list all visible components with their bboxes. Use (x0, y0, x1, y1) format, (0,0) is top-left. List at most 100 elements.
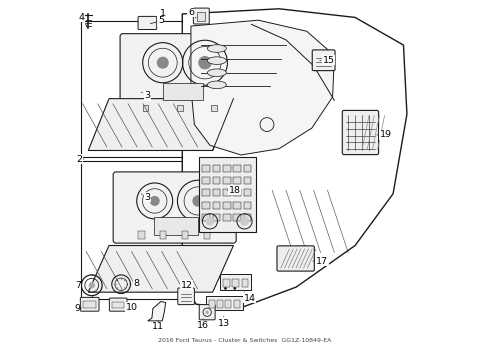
Bar (244, 202, 251, 209)
Polygon shape (88, 99, 233, 150)
Bar (212, 189, 220, 196)
Bar (212, 165, 220, 172)
Circle shape (224, 287, 226, 290)
Bar (81, 21, 245, 157)
Bar (232, 279, 239, 287)
Bar (244, 189, 251, 196)
Bar (211, 104, 216, 111)
Polygon shape (182, 9, 406, 308)
Ellipse shape (207, 45, 226, 52)
Bar (182, 231, 188, 239)
Circle shape (233, 287, 236, 290)
Circle shape (205, 310, 208, 314)
Text: 13: 13 (217, 316, 229, 328)
Text: 8: 8 (130, 279, 139, 288)
Bar (212, 215, 220, 221)
Bar (233, 301, 239, 309)
Bar (223, 189, 230, 196)
Bar (199, 157, 255, 232)
Bar (233, 202, 241, 209)
FancyBboxPatch shape (342, 111, 378, 155)
Bar (223, 279, 229, 287)
Bar (138, 231, 144, 239)
Circle shape (157, 57, 168, 69)
Text: 6: 6 (187, 8, 196, 18)
Bar (202, 189, 209, 196)
Text: 7: 7 (75, 281, 81, 290)
Bar (244, 215, 251, 221)
FancyBboxPatch shape (113, 172, 236, 243)
FancyBboxPatch shape (120, 34, 239, 108)
Bar (202, 165, 209, 172)
Bar (202, 177, 209, 184)
FancyBboxPatch shape (178, 288, 194, 305)
FancyBboxPatch shape (312, 50, 334, 71)
FancyBboxPatch shape (276, 246, 314, 271)
Text: 16: 16 (197, 319, 208, 330)
Ellipse shape (207, 69, 226, 77)
Bar (163, 83, 202, 100)
Bar (153, 217, 198, 235)
Bar (203, 231, 210, 239)
FancyBboxPatch shape (193, 8, 209, 24)
Circle shape (240, 217, 248, 225)
FancyBboxPatch shape (199, 305, 215, 320)
Bar (223, 202, 230, 209)
Circle shape (149, 196, 160, 206)
Bar (206, 296, 242, 310)
Circle shape (198, 56, 211, 69)
Bar (212, 202, 220, 209)
Text: 9: 9 (74, 304, 81, 313)
Text: 17: 17 (312, 257, 327, 266)
Bar (196, 12, 205, 21)
FancyBboxPatch shape (109, 298, 127, 311)
Bar (220, 274, 251, 290)
Bar (223, 165, 230, 172)
Text: 3: 3 (141, 91, 150, 100)
Bar (112, 302, 123, 309)
Bar (233, 189, 241, 196)
Ellipse shape (207, 81, 226, 89)
Bar (142, 104, 148, 111)
Text: 2016 Ford Taurus - Cluster & Switches  GG1Z-10849-EA: 2016 Ford Taurus - Cluster & Switches GG… (158, 338, 330, 343)
Circle shape (192, 195, 203, 207)
Bar (212, 177, 220, 184)
Polygon shape (147, 302, 165, 321)
Polygon shape (190, 20, 334, 155)
FancyBboxPatch shape (80, 297, 99, 311)
Ellipse shape (207, 57, 226, 64)
Circle shape (205, 217, 214, 225)
Bar (225, 301, 231, 309)
Bar (208, 301, 214, 309)
Bar (233, 177, 241, 184)
Polygon shape (88, 246, 233, 292)
Bar (81, 161, 245, 299)
Bar (177, 104, 182, 111)
Text: 1: 1 (160, 9, 166, 18)
Bar (241, 279, 248, 287)
Bar (83, 301, 95, 309)
Bar (223, 177, 230, 184)
Bar (233, 165, 241, 172)
Text: 4: 4 (78, 13, 87, 26)
Bar (233, 215, 241, 221)
Bar (160, 231, 166, 239)
Text: 3: 3 (141, 193, 150, 202)
Circle shape (89, 283, 94, 288)
Bar (217, 301, 223, 309)
Text: 15: 15 (319, 56, 334, 65)
FancyBboxPatch shape (138, 17, 156, 30)
Bar (202, 202, 209, 209)
Bar (244, 177, 251, 184)
Bar (223, 215, 230, 221)
Text: 12: 12 (180, 281, 192, 290)
Text: 14: 14 (243, 292, 255, 302)
Text: 10: 10 (125, 302, 137, 311)
Bar (244, 165, 251, 172)
Bar (202, 215, 209, 221)
Text: 19: 19 (376, 130, 391, 139)
Text: 18: 18 (227, 186, 240, 195)
Text: 5: 5 (150, 17, 163, 26)
Text: 2: 2 (76, 155, 83, 163)
Text: 11: 11 (152, 321, 164, 331)
